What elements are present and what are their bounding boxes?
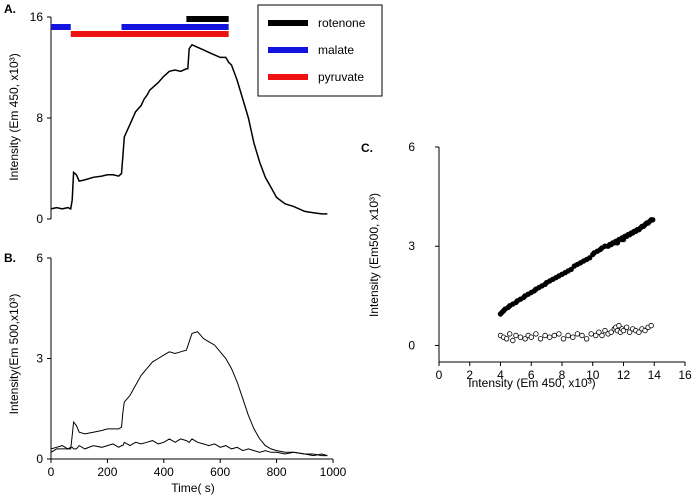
panel-c-x-tick-label: 16	[678, 368, 692, 382]
open-point	[551, 332, 557, 339]
panel-c-letter: C.	[361, 141, 373, 155]
panel-b-x-label: Time( s)	[171, 481, 215, 495]
legend-swatch-pyruvate	[268, 74, 308, 80]
legend-swatch-malate	[268, 47, 308, 53]
panel-c-x-tick-label: 4	[497, 368, 504, 382]
panel-a-axes: 0 8 16	[30, 10, 52, 226]
filled-point	[568, 266, 574, 273]
panel-b-axes: 0 3 6 0 200 400 600 800 1000	[36, 251, 346, 479]
open-point	[537, 336, 544, 342]
panel-b-x-tick-label: 400	[154, 465, 174, 479]
open-point	[636, 329, 642, 335]
open-point	[599, 332, 605, 339]
panel-c-x-tick-label: 0	[436, 368, 443, 382]
legend-label-malate: malate	[318, 43, 354, 57]
open-point	[616, 322, 622, 329]
panel-c-x-tick-label: 8	[559, 368, 566, 382]
panel-a-y-label: Intensity (Em 450, x10³)	[7, 53, 21, 180]
panel-c-x-tick-label: 14	[648, 368, 662, 382]
panel-b-x-tick-label: 1000	[320, 465, 347, 479]
open-point	[588, 331, 594, 337]
open-point	[593, 332, 599, 339]
open-point	[533, 331, 539, 337]
panel-b-traces	[50, 331, 328, 457]
panel-b-y-label: Intensity(Em 500,x10³)	[7, 294, 21, 415]
panel-a-y-tick-label: 0	[36, 212, 43, 226]
open-point	[596, 329, 602, 335]
panel-c-x-tick-label: 2	[466, 368, 473, 382]
panel-b: B. Intensity(Em 500,x10³) Time( s) 0 3 6 0 2…	[4, 251, 347, 495]
em500-trace-1	[50, 331, 328, 457]
panel-c-y-tick-label: 0	[408, 338, 415, 352]
open-point	[513, 332, 519, 339]
panel-c-x-tick-label: 6	[528, 368, 535, 382]
filled-point	[650, 217, 656, 223]
panel-b-letter: B.	[4, 251, 16, 265]
panel-a: A. Intensity (Em 450, x10³) 0 8 16 rotenon…	[4, 2, 383, 226]
open-point	[648, 322, 654, 329]
panel-a-letter: A.	[4, 2, 16, 16]
filled-point	[587, 255, 593, 261]
panel-c-axes: 0 3 6 0 2 4 6 8 10 12 14 16	[408, 140, 692, 382]
panel-a-treatment-bars	[51, 16, 229, 37]
open-point	[583, 336, 590, 342]
open-point	[517, 334, 524, 340]
open-point	[642, 327, 648, 334]
panel-b-x-tick-label: 200	[97, 465, 117, 479]
panel-c-y-tick-label: 6	[408, 140, 415, 154]
open-point	[565, 332, 571, 339]
panel-a-y-tick-label: 8	[36, 111, 43, 125]
open-point	[620, 327, 627, 334]
open-point	[556, 331, 562, 337]
open-point	[579, 332, 585, 339]
panel-c-y-label: Intensity (Em500, x10³)	[367, 193, 381, 317]
panel-c-points	[497, 217, 656, 344]
open-point	[560, 336, 567, 342]
panel-c-x-tick-label: 10	[586, 368, 600, 382]
open-point	[626, 329, 633, 335]
panel-c-x-tick-label: 12	[617, 368, 631, 382]
panel-a-y-tick-label: 16	[30, 10, 44, 24]
panel-c-y-tick-label: 3	[408, 239, 415, 253]
treatment-bar-malate	[51, 24, 71, 30]
treatment-bar-pyruvate	[70, 31, 229, 37]
em500-trace-2	[50, 438, 328, 457]
legend: rotenone malate pyruvate	[257, 4, 383, 97]
open-point	[602, 327, 608, 334]
panel-b-y-tick-label: 3	[36, 352, 43, 366]
open-point	[574, 331, 581, 337]
open-point	[528, 334, 534, 340]
em450-trace	[50, 43, 328, 215]
open-point	[542, 332, 548, 339]
panel-a-trace	[50, 43, 328, 215]
panel-b-x-tick-label: 600	[210, 465, 230, 479]
legend-swatch-rotenone	[268, 20, 308, 26]
treatment-bar-rotenone	[186, 16, 229, 22]
open-point	[522, 336, 528, 342]
open-point	[623, 324, 630, 330]
open-point	[510, 337, 516, 344]
open-point	[570, 334, 576, 340]
panel-c-x-label: Intensity (Em 450, x10³)	[468, 376, 595, 390]
panel-b-x-tick-label: 800	[267, 465, 287, 479]
open-point	[547, 334, 553, 340]
panel-b-y-tick-label: 0	[36, 452, 43, 466]
panel-b-y-tick-label: 6	[36, 251, 43, 265]
open-point	[507, 331, 513, 337]
legend-label-pyruvate: pyruvate	[318, 70, 364, 84]
panel-c: C. Intensity (Em500, x10³) Intensity (Em…	[361, 140, 692, 390]
treatment-bar-malate	[121, 24, 229, 30]
open-point	[608, 329, 614, 335]
legend-label-rotenone: rotenone	[318, 16, 366, 30]
open-point	[503, 336, 510, 342]
panel-b-x-tick-label: 0	[48, 465, 55, 479]
